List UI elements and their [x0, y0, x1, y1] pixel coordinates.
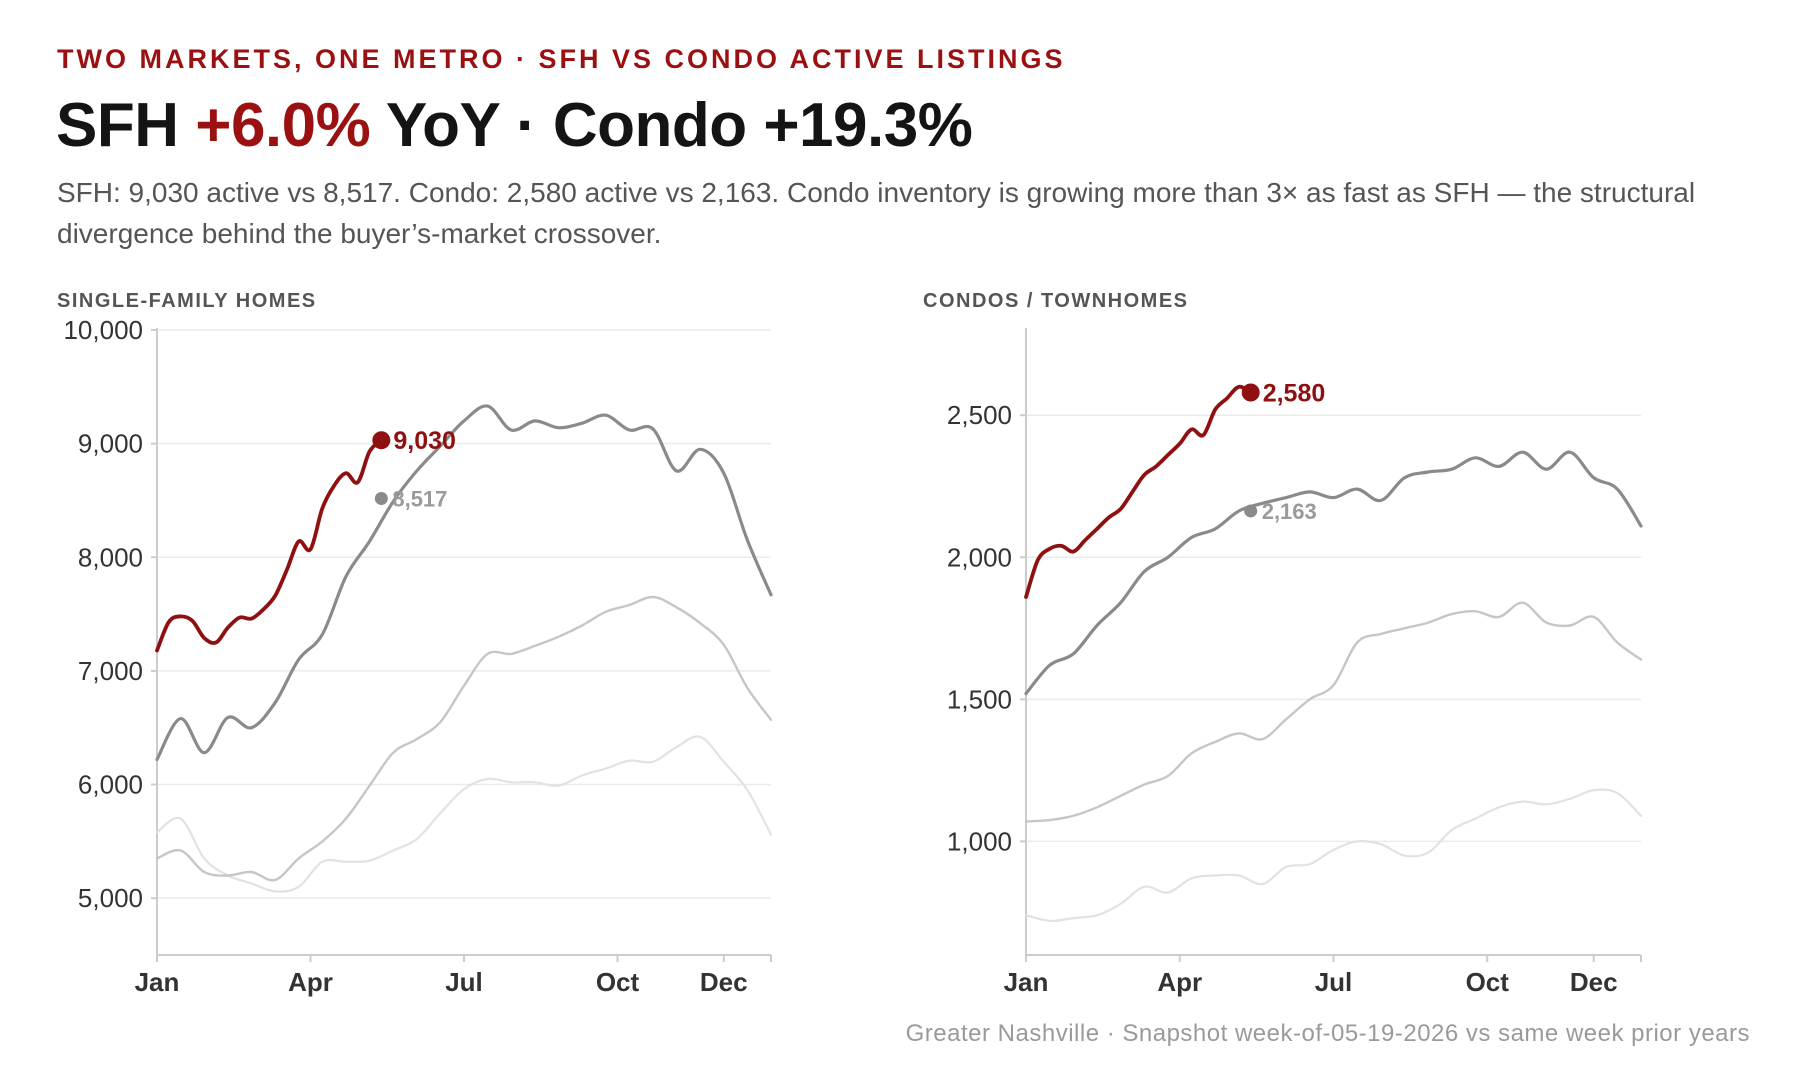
sfh-x-tick-label: Jan: [135, 967, 180, 997]
sfh-series-line-two-years-ago: [155, 595, 773, 882]
condo-x-tick-label: Jul: [1315, 967, 1353, 997]
condo-marker-prior-year: [1244, 504, 1258, 518]
condo-marker-current-year: [1241, 383, 1260, 402]
sfh-marker-current-year: [372, 431, 391, 450]
chart-dek: SFH: 9,030 active vs 8,517. Condo: 2,580…: [57, 177, 1696, 249]
headline-sfh: SFH: [56, 91, 196, 160]
sfh-y-tick-label: 9,000: [78, 429, 143, 459]
source-footer: Greater Nashville · Snapshot week-of-05-…: [905, 1020, 1750, 1047]
condo-x-tick-label: Oct: [1466, 967, 1510, 997]
sfh-x-tick-label: Jul: [445, 967, 483, 997]
condo-series-line-current-year: [1024, 384, 1253, 599]
sfh-line-chart: 5,000 6,000 7,000 8,000 9,000 10,000 Jan Apr Jul…: [63, 315, 773, 997]
condo-y-tick-label: 1,000: [947, 826, 1012, 856]
condo-series-line-three-years-ago: [1024, 788, 1643, 923]
sfh-y-tick-label: 8,000: [78, 542, 143, 572]
sfh-series-line-current-year: [155, 438, 384, 653]
sfh-x-tick-label: Apr: [288, 967, 333, 997]
sfh-x-tick-label: Dec: [700, 967, 748, 997]
condo-y-tick-label: 2,500: [947, 400, 1012, 430]
condo-series-line-prior-year: [1024, 450, 1643, 696]
condo-series-line-two-years-ago: [1024, 601, 1643, 823]
sfh-panel-label: SINGLE-FAMILY HOMES: [57, 290, 317, 312]
sfh-marker-prior-year: [374, 492, 388, 506]
sfh-y-tick-label: 6,000: [78, 770, 143, 800]
sfh-x-tick-label: Oct: [596, 967, 640, 997]
sfh-y-tick-label: 7,000: [78, 656, 143, 686]
condo-line-chart: 1,000 1,500 2,000 2,500 Jan Apr Jul Oct Dec 2,580…: [947, 328, 1643, 997]
condo-x-tick-label: Apr: [1157, 967, 1202, 997]
condo-value-label-prior-year: 2,163: [1262, 499, 1317, 524]
headline-condo: YoY · Condo +19.3%: [370, 91, 973, 160]
sfh-y-tick-label: 5,000: [78, 883, 143, 913]
condo-x-tick-label: Dec: [1570, 967, 1618, 997]
sfh-y-tick-label: 10,000: [63, 315, 143, 345]
headline-sfh-change: +6.0%: [195, 91, 371, 160]
condo-value-label-current-year: 2,580: [1263, 380, 1326, 408]
chart-eyebrow: TWO MARKETS, ONE METRO · SFH VS CONDO AC…: [57, 44, 1066, 74]
sfh-series-line-prior-year: [155, 404, 773, 762]
sfh-series-line-three-years-ago: [155, 735, 773, 893]
condo-panel-label: CONDOS / TOWNHOMES: [923, 290, 1189, 312]
condo-x-tick-label: Jan: [1004, 967, 1049, 997]
chart-headline: SFH +6.0% YoY · Condo +19.3%: [56, 90, 973, 161]
sfh-value-label-prior-year: 8,517: [392, 487, 447, 512]
sfh-value-label-current-year: 9,030: [393, 427, 456, 455]
condo-y-tick-label: 1,500: [947, 684, 1012, 714]
condo-y-tick-label: 2,000: [947, 542, 1012, 572]
